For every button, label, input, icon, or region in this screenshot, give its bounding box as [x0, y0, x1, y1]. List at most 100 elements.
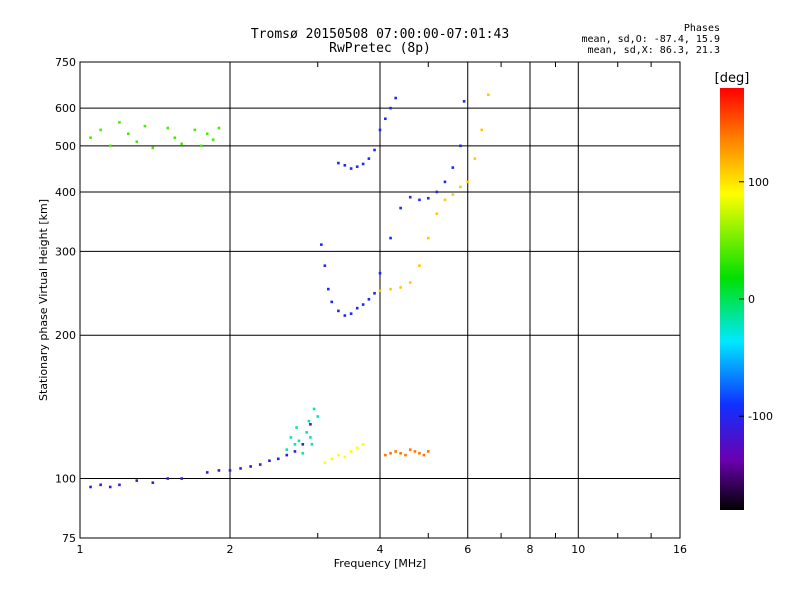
data-point [435, 212, 439, 216]
y-tick-label: 500 [55, 140, 76, 153]
data-point [249, 465, 252, 468]
data-point [408, 281, 412, 284]
data-point [384, 453, 387, 457]
data-point [135, 140, 139, 144]
phase-stats-heading: Phases [683, 23, 720, 34]
data-point [151, 146, 155, 150]
data-point [422, 453, 426, 457]
data-point [99, 128, 102, 132]
data-point [389, 106, 392, 110]
data-point [361, 162, 365, 166]
data-point [307, 419, 311, 423]
data-point [108, 144, 112, 148]
data-point [349, 167, 353, 170]
data-point [217, 469, 221, 472]
x-tick-label: 4 [377, 543, 384, 556]
data-point [166, 126, 170, 130]
data-point [293, 450, 297, 453]
data-point [239, 467, 242, 470]
data-point [330, 457, 334, 461]
data-point [355, 306, 359, 310]
data-point [301, 443, 305, 446]
data-point [323, 264, 327, 267]
data-point [99, 483, 102, 487]
data-point [276, 457, 280, 461]
y-tick-label: 75 [62, 532, 76, 545]
data-point [367, 157, 371, 160]
data-point [309, 436, 312, 439]
x-tick-label: 2 [227, 543, 234, 556]
data-point [310, 443, 314, 446]
data-point [349, 312, 353, 315]
data-point [217, 126, 221, 130]
data-point [135, 479, 139, 482]
data-point [404, 453, 407, 457]
chart-title: Tromsø 20150508 07:00:00-07:01:43 [250, 27, 510, 42]
data-point [373, 291, 376, 295]
y-axis-label: Stationary phase Virtual Height [km] [37, 199, 50, 401]
data-point [426, 236, 430, 240]
data-point [143, 124, 147, 128]
data-point [126, 132, 130, 136]
data-point [462, 100, 466, 103]
data-point [384, 117, 387, 121]
data-point [378, 271, 382, 275]
data-point [228, 469, 232, 472]
data-point [323, 461, 327, 464]
data-point [389, 287, 392, 291]
data-point [426, 196, 430, 200]
data-point [258, 463, 262, 466]
data-point [89, 136, 92, 140]
colorbar-tick-label: 100 [748, 176, 769, 189]
data-point [293, 443, 297, 446]
data-point [180, 477, 184, 480]
data-point [301, 451, 305, 455]
colorbar-tick-label: -100 [748, 410, 773, 423]
x-tick-label: 1 [77, 543, 84, 556]
plot-frame [79, 61, 681, 539]
data-point [166, 477, 170, 480]
data-point [285, 448, 289, 451]
data-point [394, 96, 397, 100]
colorbar-label: [deg] [715, 71, 750, 86]
phase-stats-o: mean, sd,O: -87.4, 15.9 [581, 34, 720, 45]
data-point [361, 443, 365, 446]
data-point [473, 157, 477, 160]
data-point [337, 309, 340, 313]
data-point [459, 144, 462, 148]
data-point [343, 455, 347, 459]
data-point [320, 243, 323, 246]
data-point [309, 422, 312, 426]
data-point [205, 471, 209, 474]
data-point [373, 148, 376, 152]
data-point [173, 136, 177, 140]
data-point [389, 236, 392, 240]
data-point [305, 431, 308, 434]
y-tick-label: 750 [55, 56, 76, 69]
x-tick-label: 10 [571, 543, 585, 556]
y-tick-label: 100 [55, 473, 76, 486]
y-tick-label: 300 [55, 245, 76, 258]
data-point [180, 142, 184, 146]
data-point [466, 180, 470, 184]
data-point [118, 483, 121, 487]
data-point [418, 451, 421, 455]
data-point [297, 439, 301, 443]
data-point [268, 459, 271, 463]
data-point [418, 264, 421, 267]
data-point [330, 300, 334, 304]
data-point [443, 198, 447, 202]
x-tick-label: 8 [527, 543, 534, 556]
data-point [349, 450, 353, 453]
data-point [361, 303, 365, 306]
data-point [413, 450, 417, 453]
data-point [199, 144, 203, 148]
data-point [378, 289, 382, 293]
data-point [355, 165, 359, 168]
data-point [355, 446, 359, 450]
data-point [327, 287, 330, 291]
data-point [408, 448, 412, 451]
data-point [337, 453, 340, 457]
data-point [408, 195, 412, 199]
